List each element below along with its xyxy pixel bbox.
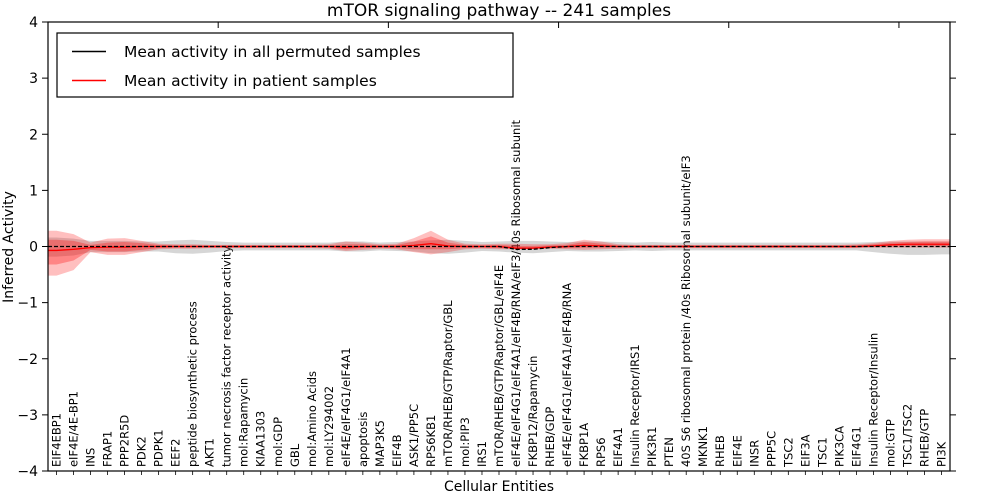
y-tick-label: 3	[29, 71, 38, 87]
x-tick-label: KIAA1303	[254, 411, 268, 467]
x-tick-label: EIF4EBP1	[50, 413, 64, 467]
x-tick-label: FKBP1A	[577, 423, 591, 467]
x-tick-label: PI3K	[934, 441, 948, 467]
legend-box	[56, 32, 514, 98]
x-tick-label: apoptosis	[356, 412, 370, 467]
x-tick-label: PPP5C	[764, 431, 778, 467]
x-tick-label: PPP2R5D	[118, 415, 132, 467]
x-tick-label: TSC1/TSC2	[900, 404, 914, 468]
x-tick-label: mTOR/RHEB/GTP/Raptor/GBL	[441, 300, 455, 467]
legend-label-patient: Mean activity in patient samples	[124, 72, 377, 90]
x-tick-label: RHEB	[713, 435, 727, 467]
y-tick-label: 0	[29, 240, 38, 256]
x-tick-label: FRAP1	[101, 431, 115, 467]
x-tick-label: mTOR/RHEB/GTP/Raptor/GBL/eIF4E	[492, 265, 506, 467]
x-tick-label: mol:LY294002	[322, 386, 336, 467]
x-tick-label: peptide biosynthetic process	[186, 301, 200, 467]
legend: Mean activity in all permuted samples Me…	[56, 32, 514, 98]
x-tick-label: EIF4E	[730, 435, 744, 467]
x-tick-label: eIF4E/eIF4G1/eIF4A1	[339, 347, 353, 467]
x-tick-label: mol:Rapamycin	[237, 378, 251, 467]
x-tick-label: eIF4E/eIF4G1/eIF4A1/eIF4B/RNA/eIF3/40s R…	[509, 119, 523, 467]
x-tick-label: EIF3A	[798, 434, 812, 467]
x-tick-label: INSR	[747, 440, 761, 467]
x-tick-label: 40S S6 ribosomal protein /40s Ribosomal …	[679, 155, 693, 467]
y-axis-label: Inferred Activity	[1, 191, 17, 303]
x-tick-label: ASK1/PP5C	[407, 404, 421, 467]
x-tick-label: TSC2	[781, 437, 795, 468]
chart-title: mTOR signaling pathway -- 241 samples	[327, 1, 671, 21]
x-tick-label: PDK2	[135, 436, 149, 467]
x-tick-label: PDPK1	[152, 429, 166, 467]
x-tick-label: Insulin Receptor/Insulin	[866, 333, 880, 467]
x-tick-label: mol:GTP	[883, 419, 897, 467]
x-tick-label: eIF4E/4E-BP1	[67, 391, 81, 467]
x-tick-label: tumor necrosis factor receptor activity	[220, 245, 234, 467]
x-tick-label: FKBP12/Rapamycin	[526, 356, 540, 467]
y-tick-label: −4	[17, 464, 38, 480]
x-tick-label: MKNK1	[696, 426, 710, 467]
x-tick-label: mol:PIP3	[458, 417, 472, 467]
x-tick-label: GBL	[288, 443, 302, 467]
x-tick-label: EIF4A1	[611, 427, 625, 467]
x-tick-label: MAP3K5	[373, 420, 387, 467]
mean-line-permuted	[48, 245, 950, 250]
x-tick-label: Insulin Receptor/IRS1	[628, 344, 642, 467]
x-tick-label: RPS6KB1	[424, 415, 438, 467]
y-tick-label: 2	[29, 127, 38, 143]
x-tick-label: RPS6	[594, 437, 608, 467]
y-tick-label: −1	[17, 296, 38, 312]
legend-label-permuted: Mean activity in all permuted samples	[124, 43, 421, 61]
y-tick-label: 4	[29, 15, 38, 31]
x-tick-label: TSC1	[815, 437, 829, 468]
x-axis-label: Cellular Entities	[444, 479, 554, 495]
x-tick-label: EIF4G1	[849, 426, 863, 467]
x-tick-label: IRS1	[475, 441, 489, 467]
x-tick-label: AKT1	[203, 438, 217, 467]
x-tick-label: PIK3CA	[832, 426, 846, 467]
x-tick-label: eIF4E/eIF4G1/eIF4A1/eIF4B/RNA	[560, 283, 574, 467]
x-tick-label: EEF2	[169, 439, 183, 467]
x-tick-label: PIK3R1	[645, 427, 659, 468]
y-tick-label: −3	[17, 408, 38, 424]
x-tick-label: mol:Amino Acids	[305, 371, 319, 467]
x-tick-label: RHEB/GTP	[917, 409, 931, 467]
x-tick-label: EIF4B	[390, 434, 404, 467]
x-tick-label: PTEN	[662, 437, 676, 467]
plot-area: EIF4EBP1 eIF4E/4E-BP1 INS FRAP1 PPP2R5D PDK2 P…	[17, 15, 956, 480]
y-tick-label: 1	[29, 183, 38, 199]
x-tick-label: RHEB/GDP	[543, 407, 557, 467]
x-tick-label: INS	[84, 448, 98, 467]
x-tick-label: mol:GDP	[271, 417, 285, 467]
y-tick-label: −2	[17, 352, 38, 368]
